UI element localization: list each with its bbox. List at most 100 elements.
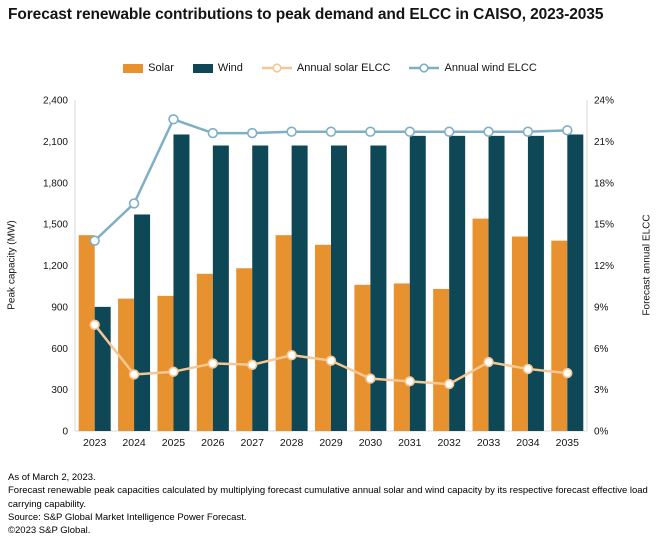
solar-elcc-point [286, 349, 297, 361]
footnotes: As of March 2, 2023. Forecast renewable … [8, 471, 652, 537]
left-axis-tick-label: 0 [62, 427, 68, 438]
wind-elcc-point [89, 235, 100, 246]
left-axis-tick-label: 2,100 [43, 137, 68, 148]
combo-chart: 0 300 600 900 1,200 1,500 1,800 2,100 2,400 0% 3% 6… [43, 96, 614, 450]
legend: Solar Wind Annual solar ELCC Annual wind… [0, 62, 660, 74]
solar-bar [511, 236, 528, 431]
left-axis-tick-label: 1,800 [43, 178, 68, 189]
wind-elcc-point [286, 126, 297, 137]
x-axis-tick-label: 2035 [556, 437, 580, 449]
wind-elcc-point [168, 114, 179, 125]
solar-bar [78, 235, 95, 431]
wind-bar [488, 135, 505, 431]
as-of-date: As of March 2, 2023. [8, 472, 96, 483]
left-axis-tick-label: 600 [51, 344, 68, 355]
wind-bar [567, 134, 584, 431]
x-axis-tick-label: 2032 [437, 437, 461, 449]
wind-bar [173, 134, 190, 431]
solar-elcc-point [522, 363, 534, 375]
wind-bar [370, 145, 387, 431]
wind-bar [409, 135, 426, 431]
wind-bar [291, 145, 308, 431]
wind-elcc-point [404, 126, 415, 137]
legend-label-wind-elcc: Annual wind ELCC [444, 62, 537, 74]
wind-swatch-icon [192, 63, 213, 73]
left-axis-tick-label: 1,500 [43, 220, 68, 231]
methodology-note: Forecast renewable peak capacities calcu… [8, 485, 648, 510]
wind-elcc-line-marker-icon [409, 63, 440, 73]
x-axis-tick-label: 2031 [398, 437, 422, 449]
left-axis-tick-label: 1,200 [43, 261, 68, 272]
legend-item-wind: Wind [192, 62, 243, 74]
solar-bar [354, 284, 371, 431]
wind-elcc-point [207, 127, 219, 139]
wind-elcc-point [325, 126, 337, 137]
x-axis-tick-label: 2030 [359, 437, 383, 449]
solar-bar [433, 288, 450, 431]
solar-bar [157, 295, 174, 431]
right-axis-tick-label: 21% [594, 137, 614, 148]
wind-bar [94, 306, 111, 431]
solar-bar [315, 244, 331, 431]
wind-bar [331, 145, 347, 431]
wind-elcc-point [522, 126, 534, 137]
right-axis-tick-label: 6% [594, 344, 609, 355]
chart-area: 0 300 600 900 1,200 1,500 1,800 2,100 2,400 0% 3% 6… [0, 92, 660, 454]
right-axis-tick-label: 9% [594, 302, 609, 313]
solar-elcc-point [247, 359, 258, 370]
x-axis-tick-label: 2029 [319, 437, 343, 449]
wind-bar [212, 145, 229, 431]
solar-elcc-point [483, 356, 494, 368]
legend-item-wind-elcc: Annual wind ELCC [409, 62, 537, 74]
wind-elcc-point [443, 126, 455, 137]
solar-elcc-point [365, 373, 376, 384]
legend-item-solar: Solar [123, 62, 174, 74]
legend-label-wind: Wind [217, 62, 243, 74]
solar-elcc-point [562, 367, 573, 379]
x-axis-tick-label: 2027 [241, 437, 265, 449]
wind-elcc-point [365, 126, 376, 137]
wind-elcc-point [128, 198, 140, 209]
wind-bar [134, 214, 151, 431]
x-axis-tick-label: 2025 [162, 437, 186, 449]
solar-elcc-point [168, 366, 179, 377]
legend-label-solar: Solar [148, 62, 174, 74]
x-axis-tick-label: 2024 [122, 437, 146, 449]
legend-item-solar-elcc: Annual solar ELCC [261, 62, 391, 74]
solar-elcc-point [89, 319, 100, 331]
right-axis-tick-label: 18% [594, 178, 614, 189]
right-axis-tick-label: 15% [594, 220, 614, 231]
solar-bar [275, 235, 292, 431]
solar-bar [472, 218, 489, 431]
left-axis-tick-label: 2,400 [43, 96, 68, 107]
solar-bar [551, 240, 568, 431]
wind-bar [252, 145, 269, 431]
left-axis-tick-label: 300 [51, 385, 68, 396]
solar-elcc-point [207, 358, 219, 369]
x-axis-tick-label: 2023 [83, 437, 107, 449]
solar-elcc-point [443, 378, 455, 390]
wind-elcc-point [483, 126, 494, 137]
x-axis-tick-label: 2034 [516, 437, 540, 449]
source-line: Source: S&P Global Market Intelligence P… [8, 511, 247, 523]
page-title: Forecast renewable contributions to peak… [8, 6, 604, 23]
left-axis-tick-label: 900 [51, 302, 68, 313]
copyright-line: ©2023 S&P Global. [8, 525, 91, 537]
right-axis-tick-label: 12% [594, 261, 614, 272]
solar-bar [196, 273, 213, 431]
wind-elcc-point [247, 127, 258, 139]
solar-elcc-point [128, 369, 140, 380]
solar-elcc-line-marker-icon [261, 63, 292, 73]
solar-bar [236, 268, 253, 431]
solar-bar [393, 283, 410, 431]
solar-elcc-point [404, 376, 415, 387]
solar-swatch-icon [123, 63, 144, 73]
right-axis-tick-label: 3% [594, 385, 609, 396]
right-axis-tick-label: 24% [594, 96, 614, 107]
right-axis-tick-label: 0% [594, 427, 609, 438]
left-axis-title: Peak capacity (MW) [6, 220, 18, 310]
solar-elcc-point [325, 355, 337, 366]
wind-bar [449, 135, 466, 431]
x-axis-tick-label: 2033 [477, 437, 501, 449]
legend-label-solar-elcc: Annual solar ELCC [296, 62, 391, 74]
